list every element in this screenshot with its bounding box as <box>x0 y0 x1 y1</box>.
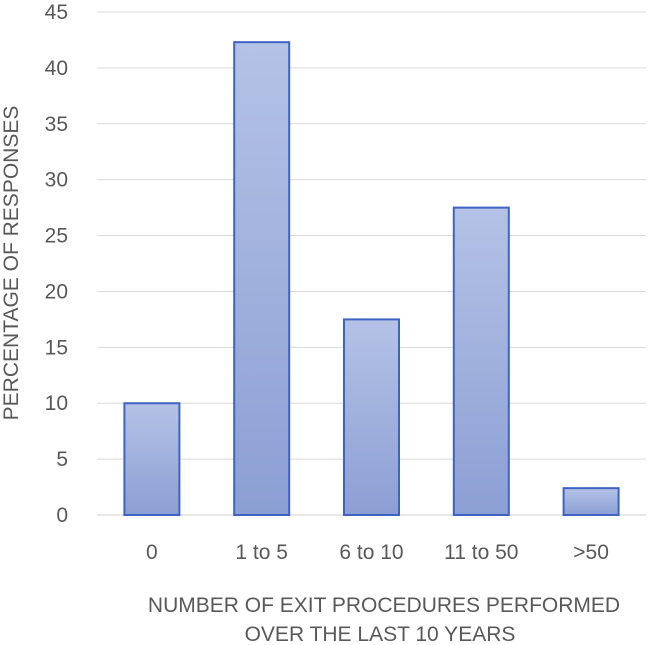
bar-1 <box>233 41 291 517</box>
bar-0 <box>123 402 181 517</box>
bar-3 <box>452 206 510 516</box>
y-axis-ticks: 0 5 10 15 20 25 30 35 40 45 <box>45 1 68 527</box>
x-tick-label: 0 <box>146 541 158 564</box>
gridlines <box>97 11 646 516</box>
y-tick-label: 35 <box>45 113 68 136</box>
x-tick-label: 1 to 5 <box>235 541 288 564</box>
x-tick-label: 6 to 10 <box>339 541 403 564</box>
y-tick-label: 0 <box>56 504 68 527</box>
bar-4 <box>562 487 620 517</box>
x-axis-title-line-1: NUMBER OF EXIT PROCEDURES PERFORMED <box>148 594 620 617</box>
y-tick-label: 15 <box>45 336 68 359</box>
y-tick-label: 5 <box>56 448 68 471</box>
x-axis-title-line-2: OVER THE LAST 10 YEARS <box>245 623 516 645</box>
x-tick-label: 11 to 50 <box>444 541 518 564</box>
y-tick-label: 20 <box>45 280 68 303</box>
y-tick-label: 40 <box>45 57 68 80</box>
bar-2 <box>343 318 400 516</box>
bars <box>123 41 620 517</box>
y-axis-title: PERCENTAGE OF RESPONSES <box>0 106 23 421</box>
y-tick-label: 10 <box>45 392 68 415</box>
x-axis-ticks: 0 1 to 5 6 to 10 11 to 50 >50 <box>146 541 609 564</box>
y-tick-label: 25 <box>45 225 68 248</box>
y-tick-label: 30 <box>45 169 68 192</box>
y-tick-label: 45 <box>45 1 68 24</box>
x-tick-label: >50 <box>573 541 609 564</box>
